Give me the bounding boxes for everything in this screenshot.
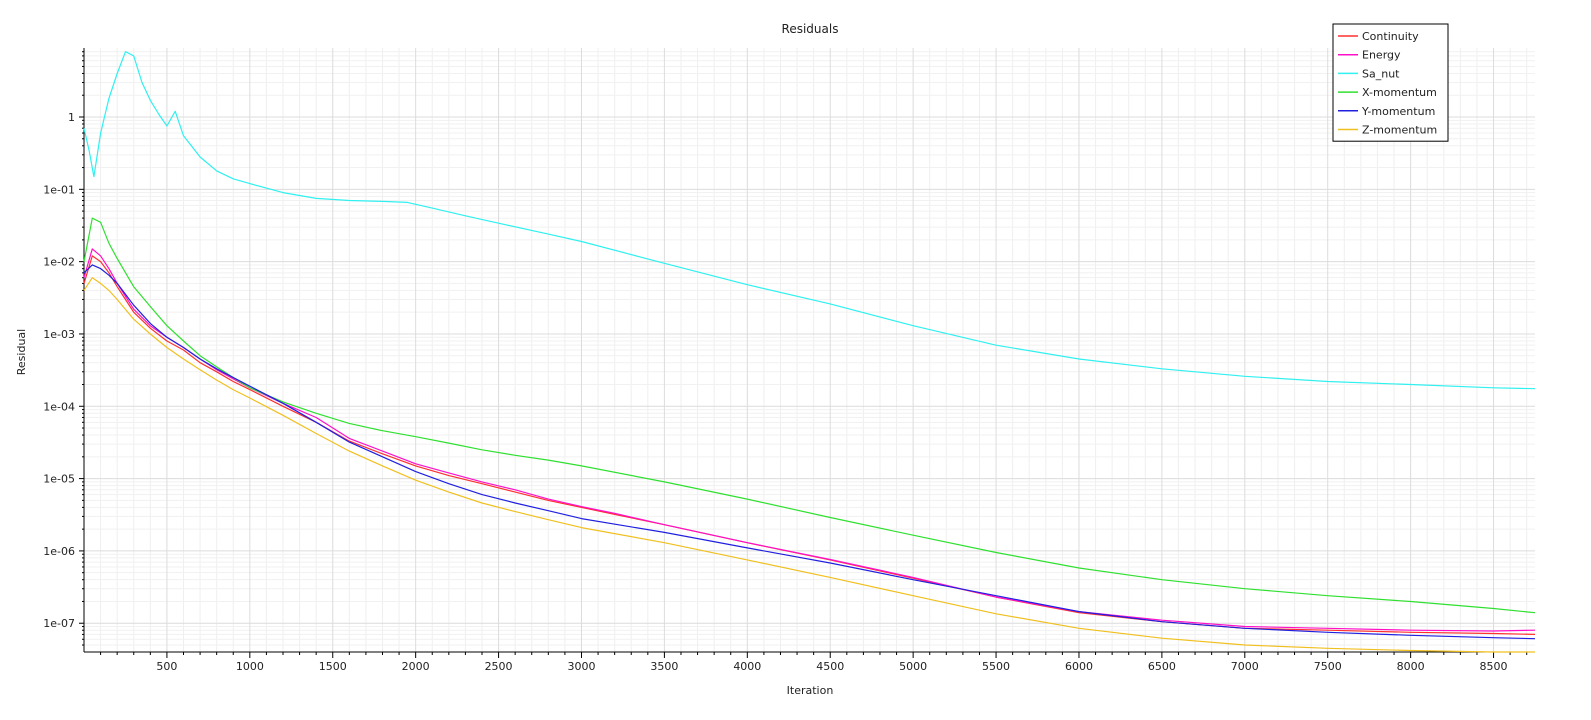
x-tick-label: 6500 [1148, 660, 1176, 673]
x-tick-label: 2000 [402, 660, 430, 673]
y-tick-label: 1e-06 [43, 545, 75, 558]
x-tick-label: 5000 [899, 660, 927, 673]
x-tick-label: 1000 [236, 660, 264, 673]
series-line-z-momentum [83, 277, 1535, 653]
x-tick-label: 7000 [1231, 660, 1259, 673]
legend-label: Energy [1362, 49, 1401, 62]
legend-label: Z-momentum [1362, 124, 1437, 137]
y-tick-label: 1e-01 [43, 183, 75, 196]
y-tick-label: 1e-03 [43, 328, 75, 341]
x-tick-label: 4500 [816, 660, 844, 673]
x-tick-label: 2500 [485, 660, 513, 673]
legend-box [1332, 23, 1449, 142]
grid [84, 48, 1535, 652]
y-tick-label: 1e-02 [43, 256, 75, 269]
legend-label: Continuity [1362, 30, 1419, 43]
series-line-continuity [83, 255, 1536, 635]
series-line-energy [83, 248, 1536, 632]
x-tick-label: 1500 [319, 660, 347, 673]
y-axis-label: Residual [15, 329, 28, 375]
legend-label: Sa_nut [1362, 67, 1400, 80]
x-tick-label: 3500 [650, 660, 678, 673]
series-line-sa-nut [83, 51, 1536, 390]
x-tick-label: 8500 [1480, 660, 1508, 673]
y-tick-label: 1e-07 [43, 617, 75, 630]
y-tick-label: 1e-05 [43, 473, 75, 486]
x-tick-label: 5500 [982, 660, 1010, 673]
series-line-y-momentum [83, 264, 1536, 640]
x-tick-label: 6000 [1065, 660, 1093, 673]
x-tick-label: 7500 [1314, 660, 1342, 673]
series-layer [83, 51, 1536, 653]
x-tick-label: 3000 [567, 660, 595, 673]
legend-label: X-momentum [1362, 86, 1437, 99]
legend: Continuity Energy Sa_nut X-momentum Y-moment… [1332, 23, 1449, 142]
y-tick-label: 1e-04 [43, 400, 75, 413]
x-tick-label: 8000 [1397, 660, 1425, 673]
axes: 500 1000 1500 2000 2500 3000 3500 4000 4500 5000 5… [43, 48, 1535, 673]
legend-label: Y-momentum [1361, 105, 1435, 118]
y-tick-label: 1 [68, 111, 75, 124]
chart-title: Residuals [782, 22, 839, 36]
x-tick-label: 500 [156, 660, 177, 673]
x-tick-label: 4000 [733, 660, 761, 673]
series-line-x-momentum [83, 217, 1536, 614]
x-axis-label: Iteration [787, 684, 834, 697]
